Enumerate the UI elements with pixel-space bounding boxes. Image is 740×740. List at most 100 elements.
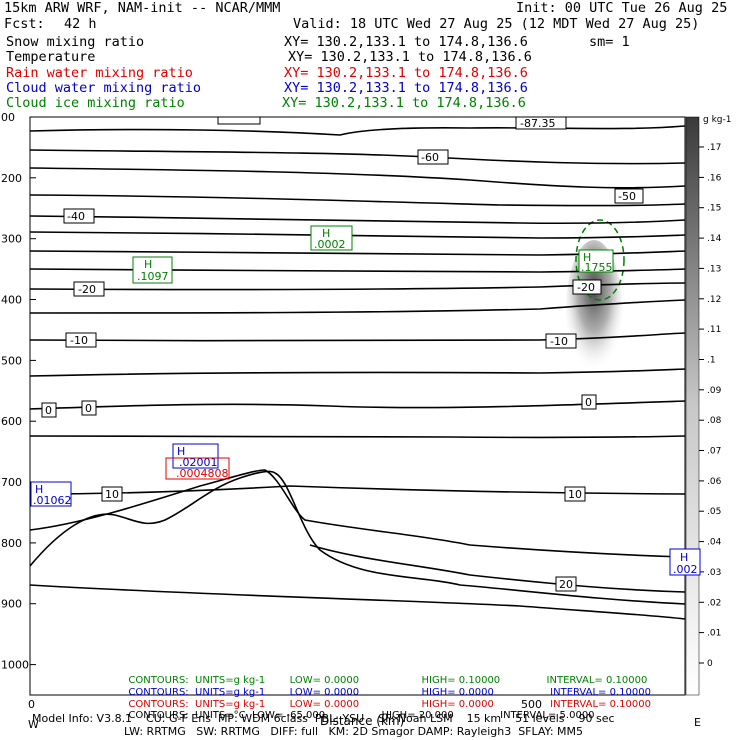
label-neg10-left: -10: [70, 334, 88, 347]
y-tick-label: 700: [1, 476, 22, 489]
extremum-type-green-a: H: [322, 227, 330, 240]
terrain-line: [29, 470, 686, 605]
colorbar: [685, 116, 700, 696]
colorbar-tick-label: .02: [707, 598, 721, 608]
label-neg87: -87.35: [520, 117, 555, 130]
field-name-snow: Snow mixing ratio: [6, 34, 145, 50]
y-tick-label: 00: [1, 111, 15, 124]
y-tick-label: 800: [1, 537, 22, 550]
contour-line: [29, 485, 686, 495]
axis-end-left: W: [28, 718, 39, 731]
model-title: 15km ARW WRF, NAM-init -- NCAR/MMM: [4, 0, 281, 16]
colorbar-tick-label: 0: [707, 659, 713, 669]
field-xy-temp: XY= 130.2,133.1 to 174.8,136.6: [288, 49, 532, 65]
extremum-value-red: .0004808: [176, 467, 229, 480]
colorbar-tick-label: .04: [707, 538, 722, 548]
terrain-line: [309, 544, 686, 593]
forecast-hour: 42 h: [64, 16, 97, 32]
contour-line: [29, 435, 686, 439]
extremum-type-green-b: H: [144, 258, 152, 271]
colorbar-tick-label: .08: [707, 416, 722, 426]
label-zero-c: 0: [585, 396, 592, 409]
contour-line: [29, 215, 686, 225]
x-axis-label: Distance (km): [320, 714, 404, 728]
y-tick-label: 1000: [1, 659, 29, 672]
field-xy-snow: XY= 130.2,133.1 to 174.8,136.6: [284, 34, 528, 50]
extremum-value-green-b: .1097: [137, 270, 169, 283]
colorbar-tick-label: .03: [707, 568, 721, 578]
contour-line: [29, 282, 686, 291]
colorbar-tick-label: .12: [707, 295, 721, 305]
model-info-line2: LW: RRTMG SW: RRTMG DIFF: full KM: 2D Sm…: [124, 725, 584, 738]
label-ten-right: 10: [568, 488, 582, 501]
field-xy-rain: XY= 130.2,133.1 to 174.8,136.6: [284, 65, 528, 81]
forecast-label: Fcst:: [4, 16, 45, 32]
axis-end-right: E: [694, 716, 701, 729]
colorbar-tick-label: .05: [707, 507, 721, 517]
label-twenty: 20: [559, 578, 573, 591]
colorbar-tick-label: .11: [707, 325, 721, 335]
contour-line: [29, 332, 686, 342]
x-tick-500: 500: [521, 698, 542, 711]
y-tick-label: 400: [1, 294, 22, 307]
label-neg20-right: -20: [577, 281, 595, 294]
extremum-type-blue-a: H: [177, 445, 185, 458]
y-tick-label: 300: [1, 233, 22, 246]
extremum-type-blue-b: H: [35, 483, 43, 496]
colorbar-tick-label: .07: [707, 447, 721, 457]
field-name-cloudice: Cloud ice mixing ratio: [6, 95, 185, 111]
terrain-line: [29, 469, 686, 558]
contour-line: [29, 368, 686, 377]
label-neg40: -40: [67, 210, 85, 223]
extremum-value-green-a: .0002: [314, 238, 346, 251]
colorbar-tick-label: .06: [707, 477, 722, 487]
label-zero-a: 0: [45, 404, 52, 417]
contour-line: [29, 194, 686, 207]
contour-info-cloudwater: CONTOURS: UNITS=g kg-1 LOW= 0.0000 HIGH=…: [128, 687, 651, 698]
colorbar-unit: g kg-1: [703, 115, 731, 125]
contour-line: [29, 125, 686, 136]
extremum-type-green-c: H: [583, 251, 591, 264]
colorbar-tick-label: .14: [707, 234, 722, 244]
y-tick-label: 500: [1, 354, 22, 367]
label-neg50: -50: [618, 190, 636, 203]
cloud-ice-contour: [575, 219, 625, 301]
label-ten-left: 10: [105, 488, 119, 501]
init-time: Init: 00 UTC Tue 26 Aug 25: [516, 0, 728, 16]
label-neg60: -60: [421, 151, 439, 164]
extremum-value-green-c: .1755: [581, 261, 613, 274]
contour-info-ice: CONTOURS: UNITS=g kg-1 LOW= 0.0000 HIGH=…: [128, 675, 648, 686]
field-name-rain: Rain water mixing ratio: [6, 65, 193, 81]
contour-line: [29, 250, 686, 256]
colorbar-tick-label: .09: [707, 386, 722, 396]
colorbar-ticks: .17 .16 .15 .14 .13 .12 .11 .1 .09 .08 .07 .06 .05 .0…: [699, 143, 722, 669]
y-tick-label: 600: [1, 415, 22, 428]
contour-line: [29, 149, 686, 165]
contour-line: [29, 400, 686, 410]
label-zero-b: 0: [85, 402, 92, 415]
contour-info-rain: CONTOURS: UNITS=g kg-1 LOW= 0.0000 HIGH=…: [128, 699, 651, 710]
cloud-ice-shading: [566, 240, 622, 380]
field-xy-cloudwater: XY= 130.2,133.1 to 174.8,136.6: [284, 80, 528, 96]
field-smoothing: sm= 1: [589, 34, 630, 50]
contour-line: [29, 299, 686, 314]
y-tick-label: 200: [1, 172, 22, 185]
colorbar-tick-label: .15: [707, 204, 721, 214]
terrain-profiles: [29, 469, 686, 620]
label-neg10-right: -10: [550, 335, 568, 348]
label-neg20-left: -20: [78, 283, 96, 296]
field-name-temp: Temperature: [6, 49, 96, 65]
extremum-value-blue-c: .002: [673, 563, 698, 576]
contour-line: [29, 231, 686, 239]
colorbar-tick-label: .13: [707, 264, 721, 274]
field-name-cloudwater: Cloud water mixing ratio: [6, 80, 202, 96]
extremum-value-blue-b: .01062: [33, 494, 72, 507]
extremum-value-blue-a: .02001: [179, 456, 218, 469]
colorbar-tick-label: .16: [707, 173, 722, 183]
contour-line: [29, 167, 686, 189]
contour-labels: -87.35 -60 -50 -40 -20 -20 -10 -10 0 0 0…: [41, 116, 644, 592]
colorbar-tick-label: .17: [707, 143, 721, 153]
extremum-type-blue-c: H: [680, 551, 688, 564]
contour-info-temp: CONTOURS: UNITS=°C LOW= -65.000 HIGH= 20…: [128, 710, 595, 721]
